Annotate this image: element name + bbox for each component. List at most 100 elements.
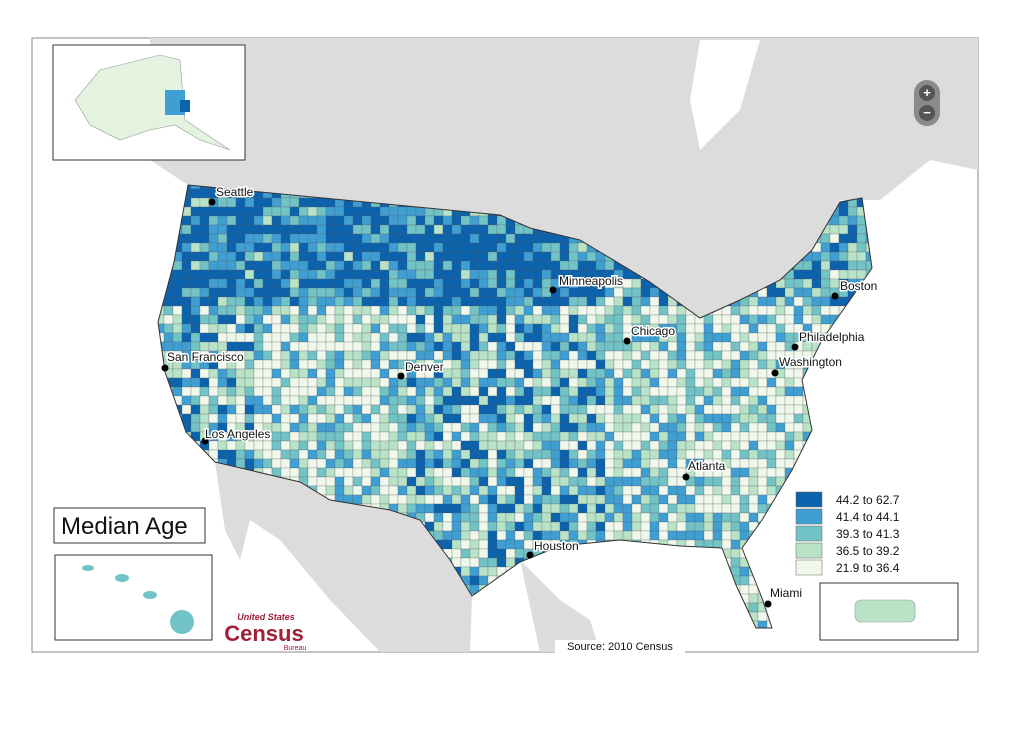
- county: [820, 269, 831, 280]
- county: [415, 467, 426, 478]
- county: [424, 296, 435, 307]
- county: [532, 476, 543, 487]
- county: [748, 323, 759, 334]
- zoom-control: + −: [914, 80, 940, 126]
- county: [334, 476, 345, 487]
- county: [721, 323, 732, 334]
- county: [577, 251, 588, 262]
- county: [442, 332, 453, 343]
- county: [271, 233, 282, 244]
- county: [388, 467, 399, 478]
- county: [676, 350, 687, 361]
- county: [217, 305, 228, 316]
- county: [298, 341, 309, 352]
- county: [244, 368, 255, 379]
- county: [595, 260, 606, 271]
- county: [703, 521, 714, 532]
- county: [271, 341, 282, 352]
- county: [361, 278, 372, 289]
- county: [280, 431, 291, 442]
- county: [469, 458, 480, 469]
- county: [190, 188, 201, 199]
- county: [631, 305, 642, 316]
- county: [316, 314, 327, 325]
- county: [640, 521, 651, 532]
- county: [280, 350, 291, 361]
- county: [577, 422, 588, 433]
- county: [775, 377, 786, 388]
- county: [343, 413, 354, 424]
- county: [685, 332, 696, 343]
- city-dot: [208, 198, 216, 206]
- county: [451, 548, 462, 559]
- county: [442, 359, 453, 370]
- county: [523, 404, 534, 415]
- county: [748, 386, 759, 397]
- county: [820, 251, 831, 262]
- county: [568, 485, 579, 496]
- zoom-out[interactable]: [919, 105, 935, 121]
- county: [676, 314, 687, 325]
- county: [784, 440, 795, 451]
- county: [505, 296, 516, 307]
- county: [253, 377, 264, 388]
- county: [460, 521, 471, 532]
- county: [703, 377, 714, 388]
- county: [532, 395, 543, 406]
- county: [199, 233, 210, 244]
- county: [325, 206, 336, 217]
- county: [406, 233, 417, 244]
- county: [352, 395, 363, 406]
- county: [586, 413, 597, 424]
- county: [667, 467, 678, 478]
- county: [478, 539, 489, 550]
- county: [613, 521, 624, 532]
- county: [766, 458, 777, 469]
- county: [622, 521, 633, 532]
- county: [208, 332, 219, 343]
- county: [595, 521, 606, 532]
- zoom-out-label[interactable]: −: [923, 105, 931, 120]
- county: [496, 494, 507, 505]
- county: [406, 395, 417, 406]
- county: [424, 278, 435, 289]
- county: [586, 458, 597, 469]
- county: [406, 476, 417, 487]
- county: [280, 386, 291, 397]
- county: [577, 530, 588, 541]
- county: [613, 485, 624, 496]
- county: [289, 341, 300, 352]
- county: [190, 413, 201, 424]
- county: [226, 323, 237, 334]
- county: [559, 395, 570, 406]
- county: [721, 503, 732, 514]
- county: [622, 449, 633, 460]
- county: [343, 332, 354, 343]
- county: [307, 323, 318, 334]
- county: [613, 323, 624, 334]
- county: [316, 323, 327, 334]
- county: [784, 413, 795, 424]
- county: [757, 413, 768, 424]
- county: [523, 467, 534, 478]
- county: [496, 287, 507, 298]
- county: [586, 512, 597, 523]
- county: [487, 296, 498, 307]
- county: [604, 530, 615, 541]
- county: [469, 404, 480, 415]
- zoom-in-label[interactable]: +: [923, 85, 931, 100]
- county: [307, 359, 318, 370]
- county: [721, 314, 732, 325]
- county: [289, 458, 300, 469]
- county: [469, 359, 480, 370]
- county: [325, 476, 336, 487]
- county: [298, 278, 309, 289]
- county: [478, 377, 489, 388]
- county: [442, 503, 453, 514]
- zoom-in[interactable]: [919, 85, 935, 101]
- county: [478, 476, 489, 487]
- county: [658, 449, 669, 460]
- county: [244, 440, 255, 451]
- county: [361, 323, 372, 334]
